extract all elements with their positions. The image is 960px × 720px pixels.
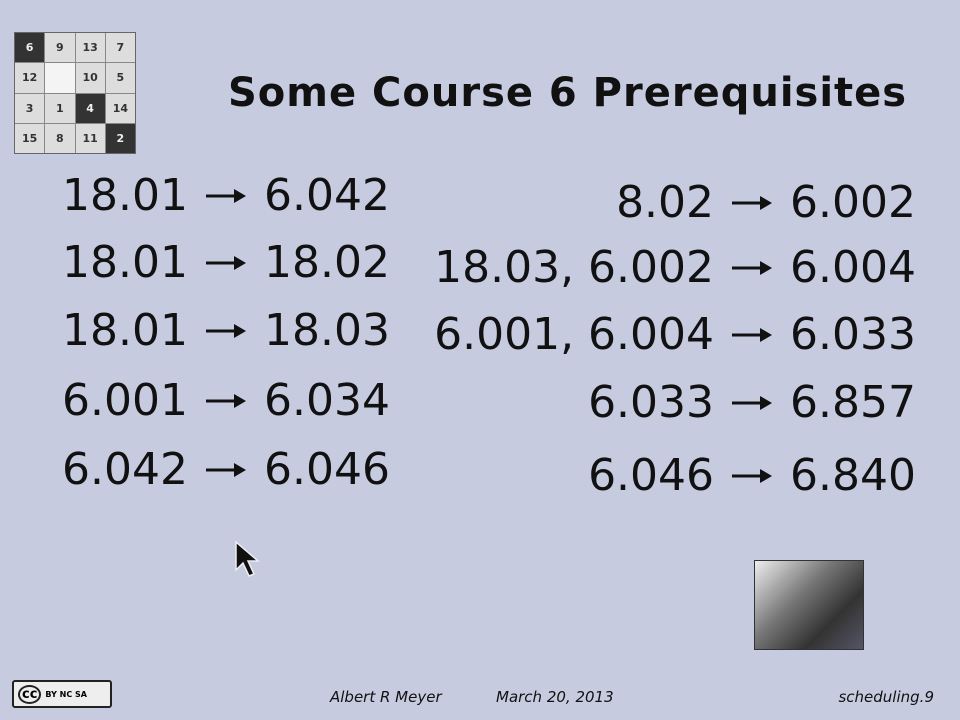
arrow [205, 255, 246, 270]
puzzle-cell: 4 [75, 93, 105, 123]
arrow [205, 393, 246, 408]
puzzle-cell: 9 [45, 33, 75, 63]
prereq-to: 6.857 [790, 377, 916, 428]
prereq-to: 6.034 [263, 375, 390, 426]
prereq-to: 6.840 [790, 450, 916, 501]
slide-title: Some Course 6 Prerequisites [228, 70, 908, 116]
arrow [732, 195, 773, 210]
arrow [205, 462, 246, 477]
prereq-row: 6.033 6.857 [588, 377, 916, 428]
date: March 20, 2013 [496, 688, 614, 706]
slide-id: scheduling.9 [838, 688, 934, 706]
arrow [732, 468, 773, 483]
prereq-from: 8.02 [616, 177, 715, 228]
arrow [205, 323, 246, 338]
puzzle-cell: 6 [15, 33, 45, 63]
prereq-row: 6.042 6.046 [62, 444, 390, 495]
puzzle-cell: 11 [75, 123, 105, 153]
prereq-to: 18.03 [263, 305, 390, 356]
puzzle-cell: 15 [15, 123, 45, 153]
prereq-from: 6.001, 6.004 [434, 309, 715, 360]
license-terms: BY NC SA [45, 689, 87, 699]
webcam-video [754, 560, 864, 650]
puzzle-cell: 3 [15, 93, 45, 123]
prereq-from: 6.001 [62, 375, 188, 426]
prereq-to: 6.002 [790, 177, 916, 228]
puzzle-cell: 13 [75, 33, 105, 63]
puzzle-cell: 7 [105, 33, 135, 63]
puzzle-cell: 1 [45, 93, 75, 123]
arrow [205, 188, 246, 203]
prereq-to: 18.02 [263, 237, 390, 288]
prereq-row: 6.001, 6.004 6.033 [434, 309, 916, 360]
prereq-from: 18.01 [62, 237, 188, 288]
prereq-row: 6.046 6.840 [588, 450, 916, 501]
prereq-row: 6.001 6.034 [62, 375, 390, 426]
puzzle-cell [45, 63, 75, 93]
mouse-cursor [235, 540, 261, 577]
puzzle-cell: 5 [105, 63, 135, 93]
puzzle-cell: 12 [15, 63, 45, 93]
license-badge: cc BY NC SA [12, 680, 112, 708]
prereq-row: 18.03, 6.002 6.004 [434, 242, 916, 293]
prereq-from: 18.03, 6.002 [434, 242, 715, 293]
puzzle-grid: 6 9 13 7 12 10 5 3 1 4 14 15 8 11 2 [14, 32, 136, 154]
author: Albert R Meyer [330, 688, 442, 706]
puzzle-cell: 14 [105, 93, 135, 123]
prereq-row: 18.01 18.03 [62, 305, 390, 356]
prereq-row: 18.01 18.02 [62, 237, 390, 288]
license-logo: cc [18, 684, 42, 704]
arrow [732, 260, 773, 275]
prereq-from: 6.033 [588, 377, 715, 428]
prereq-to: 6.046 [263, 444, 390, 495]
arrow [732, 327, 773, 342]
prereq-from: 6.042 [62, 444, 188, 495]
prereq-to: 6.042 [263, 170, 390, 221]
puzzle-cell: 10 [75, 63, 105, 93]
arrow [732, 395, 773, 410]
puzzle-cell: 8 [45, 123, 75, 153]
prereq-from: 18.01 [62, 305, 188, 356]
prereq-to: 6.004 [790, 242, 916, 293]
puzzle-cell: 2 [105, 123, 135, 153]
prereq-from: 6.046 [588, 450, 715, 501]
prereq-row: 8.02 6.002 [616, 177, 916, 228]
prereq-row: 18.01 6.042 [62, 170, 390, 221]
prereq-to: 6.033 [790, 309, 916, 360]
prereq-from: 18.01 [62, 170, 188, 221]
